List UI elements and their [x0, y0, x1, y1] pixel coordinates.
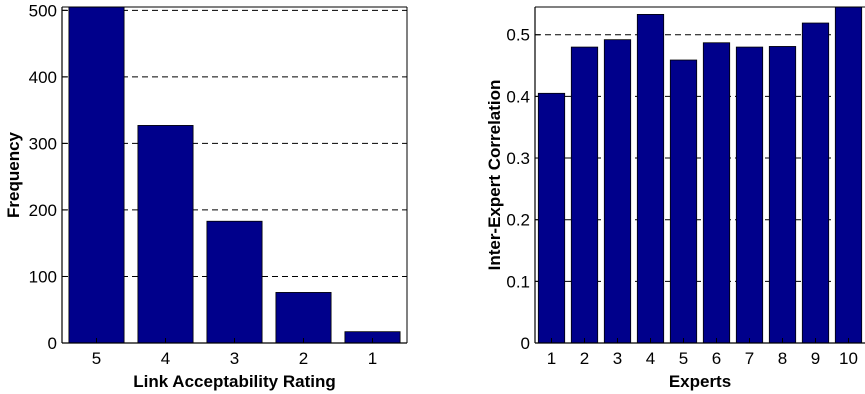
bar-6 [702, 42, 731, 344]
x-tick-label: 1 [368, 349, 377, 368]
x-tick-label: 10 [839, 349, 858, 368]
bar-5 [669, 59, 698, 344]
x-tick-label: 4 [646, 349, 655, 368]
x-axis-title: Link Acceptability Rating [133, 372, 335, 391]
y-tick-label: 500 [29, 1, 57, 20]
x-tick-label: 2 [299, 349, 308, 368]
y-tick-label: 0.4 [506, 87, 530, 106]
bar-3 [603, 39, 632, 344]
inter-expert-correlation-chart: 0 0.1 0.2 0.3 0.4 0.5 1 2 3 4 5 6 7 8 9 10 Experts Inter-… [485, 6, 865, 391]
x-tick-label: 9 [811, 349, 820, 368]
y-tick-label: 0.2 [506, 211, 530, 230]
y-tick-label: 0 [48, 334, 57, 353]
x-tick-label: 3 [230, 349, 239, 368]
bar-8 [768, 46, 797, 344]
bar-1 [537, 92, 566, 344]
y-tick-label: 400 [29, 68, 57, 87]
y-axis-title: Frequency [4, 131, 23, 218]
frequency-chart: 0 100 200 300 400 500 5 4 3 2 1 Link Acceptability … [4, 1, 408, 391]
bar-5 [68, 6, 125, 344]
y-tick-label: 300 [29, 134, 57, 153]
bar-9 [801, 22, 830, 344]
bar-3 [206, 220, 263, 344]
bar-4 [137, 125, 194, 344]
y-tick-label: 100 [29, 267, 57, 286]
x-tick-label: 2 [580, 349, 589, 368]
bar-2 [275, 292, 332, 344]
x-tick-label: 5 [679, 349, 688, 368]
bar-7 [735, 46, 764, 344]
y-axis-title: Inter-Expert Correlation [485, 80, 504, 271]
bar-2 [570, 46, 599, 344]
x-tick-label: 3 [613, 349, 622, 368]
y-tick-label: 0.1 [506, 272, 530, 291]
bar-4 [636, 13, 665, 344]
y-tick-label: 0 [521, 334, 530, 353]
y-tick-label: 0.3 [506, 149, 530, 168]
x-tick-label: 6 [712, 349, 721, 368]
x-tick-label: 4 [161, 349, 170, 368]
x-tick-label: 7 [745, 349, 754, 368]
y-tick-label: 0.5 [506, 26, 530, 45]
x-tick-label: 8 [778, 349, 787, 368]
y-tick-label: 200 [29, 201, 57, 220]
x-axis-title: Experts [669, 372, 731, 391]
x-tick-label: 5 [92, 349, 101, 368]
x-tick-label: 1 [547, 349, 556, 368]
bar-10 [834, 6, 863, 344]
